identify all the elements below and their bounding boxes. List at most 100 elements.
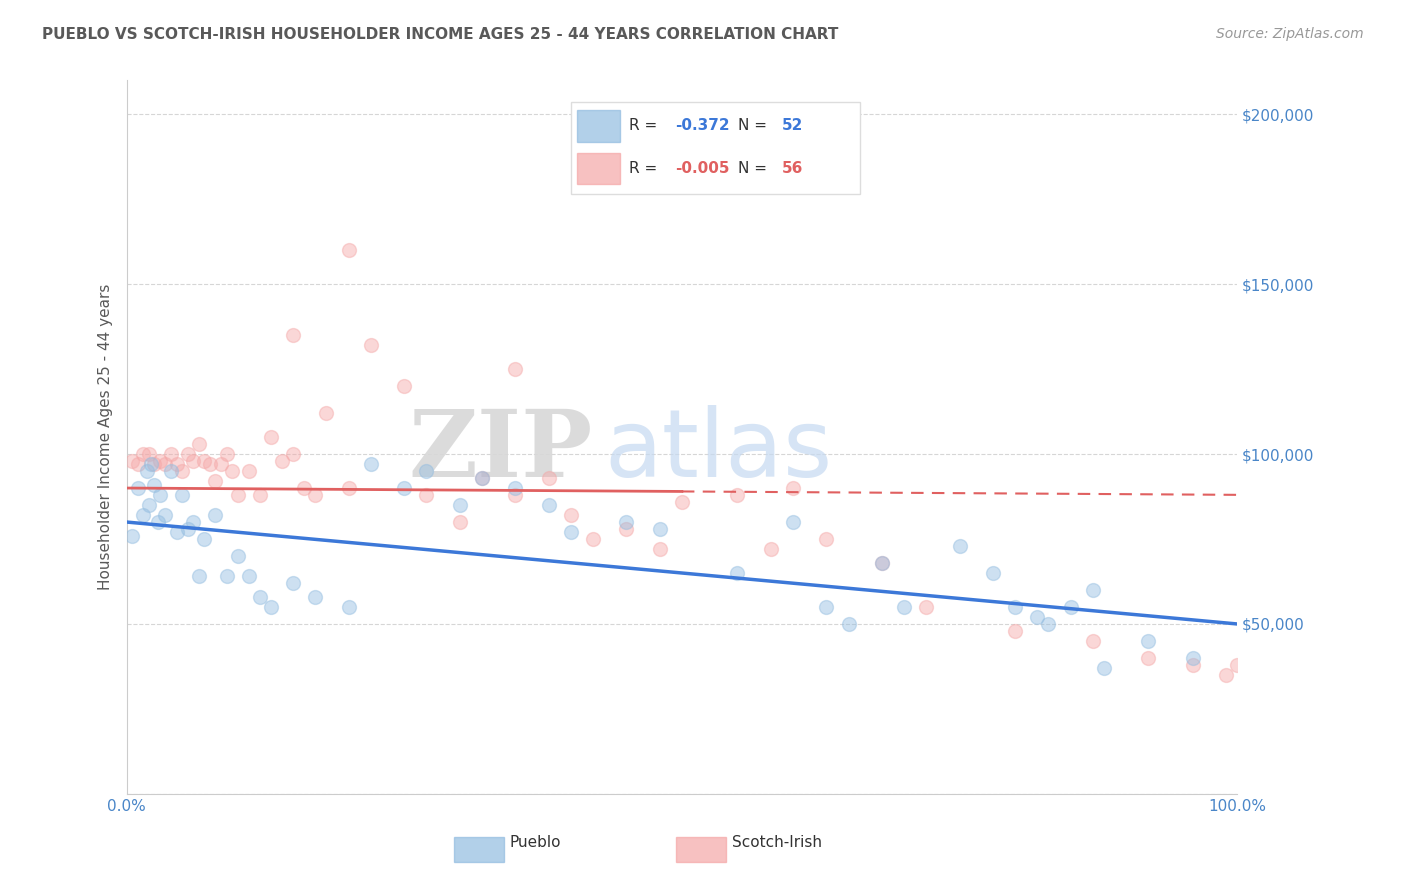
Point — [292, 481, 315, 495]
Point — [166, 525, 188, 540]
Point — [415, 488, 437, 502]
Point — [1038, 617, 1060, 632]
Point — [337, 243, 360, 257]
Point — [181, 515, 204, 529]
Point — [360, 457, 382, 471]
Point — [537, 471, 560, 485]
Point — [503, 488, 526, 502]
Point — [204, 508, 226, 523]
Point — [172, 464, 194, 478]
Point — [315, 406, 337, 420]
Point — [727, 488, 749, 502]
Point — [471, 471, 494, 485]
Point — [139, 457, 162, 471]
Point — [1026, 610, 1049, 624]
Point — [193, 454, 215, 468]
Text: Source: ZipAtlas.com: Source: ZipAtlas.com — [1216, 27, 1364, 41]
Point — [949, 539, 972, 553]
Point — [155, 457, 177, 471]
Point — [1081, 582, 1104, 597]
Point — [209, 457, 232, 471]
Point — [1137, 634, 1160, 648]
Point — [671, 494, 693, 508]
Point — [260, 599, 283, 614]
Point — [281, 576, 304, 591]
Point — [215, 569, 238, 583]
Point — [238, 464, 260, 478]
Point — [160, 447, 183, 461]
Point — [337, 481, 360, 495]
Point — [782, 481, 804, 495]
Point — [187, 569, 209, 583]
Point — [1181, 651, 1204, 665]
Point — [727, 566, 749, 580]
Point — [238, 569, 260, 583]
Point — [870, 556, 893, 570]
Point — [560, 525, 582, 540]
Point — [138, 498, 160, 512]
Point — [149, 454, 172, 468]
Point — [815, 599, 838, 614]
Point — [1060, 599, 1083, 614]
Point — [449, 515, 471, 529]
Y-axis label: Householder Income Ages 25 - 44 years: Householder Income Ages 25 - 44 years — [98, 284, 114, 591]
Point — [648, 542, 671, 557]
Point — [782, 515, 804, 529]
Point — [1092, 661, 1115, 675]
Point — [271, 454, 294, 468]
Point — [143, 457, 166, 471]
Point — [337, 599, 360, 614]
Point — [121, 528, 143, 542]
Text: PUEBLO VS SCOTCH-IRISH HOUSEHOLDER INCOME AGES 25 - 44 YEARS CORRELATION CHART: PUEBLO VS SCOTCH-IRISH HOUSEHOLDER INCOM… — [42, 27, 838, 42]
Point — [915, 599, 938, 614]
Point — [838, 617, 860, 632]
Point — [226, 488, 249, 502]
Point — [121, 454, 143, 468]
Point — [360, 338, 382, 352]
Point — [127, 457, 149, 471]
Point — [146, 515, 169, 529]
Point — [304, 488, 326, 502]
Point — [759, 542, 782, 557]
Point — [503, 481, 526, 495]
Point — [187, 437, 209, 451]
Point — [176, 447, 198, 461]
Point — [1226, 657, 1249, 672]
Text: atlas: atlas — [605, 405, 832, 498]
Point — [143, 477, 166, 491]
Point — [893, 599, 915, 614]
Point — [1181, 657, 1204, 672]
Point — [181, 454, 204, 468]
Point — [537, 498, 560, 512]
Text: Pueblo: Pueblo — [510, 835, 561, 850]
Point — [226, 549, 249, 563]
Point — [449, 498, 471, 512]
Point — [394, 379, 416, 393]
Point — [149, 488, 172, 502]
FancyBboxPatch shape — [676, 837, 727, 862]
Point — [281, 328, 304, 343]
Point — [394, 481, 416, 495]
Point — [815, 532, 838, 546]
Point — [616, 515, 638, 529]
Point — [127, 481, 149, 495]
Point — [198, 457, 221, 471]
Point — [138, 447, 160, 461]
Point — [870, 556, 893, 570]
Point — [260, 430, 283, 444]
Point — [249, 590, 271, 604]
Point — [503, 362, 526, 376]
Point — [648, 522, 671, 536]
Point — [415, 464, 437, 478]
Point — [1215, 668, 1237, 682]
Point — [132, 447, 155, 461]
Point — [560, 508, 582, 523]
Point — [471, 471, 494, 485]
Point — [221, 464, 243, 478]
Point — [135, 464, 157, 478]
Point — [616, 522, 638, 536]
Point — [215, 447, 238, 461]
Point — [1004, 624, 1026, 638]
Point — [981, 566, 1004, 580]
Point — [281, 447, 304, 461]
